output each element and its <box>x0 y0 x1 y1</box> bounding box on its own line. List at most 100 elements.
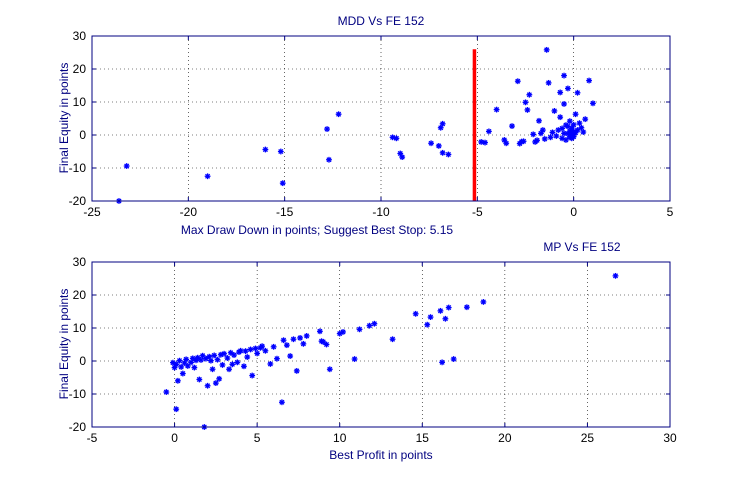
data-point <box>326 156 332 163</box>
data-point <box>340 329 346 335</box>
data-point <box>279 399 285 406</box>
data-point <box>442 315 449 322</box>
data-point <box>564 85 571 92</box>
data-point <box>231 352 237 358</box>
axes-box <box>91 261 671 428</box>
y-tick-label: 10 <box>73 95 87 109</box>
data-point <box>522 99 529 106</box>
x-tick-label: 15 <box>416 431 430 445</box>
x-axis-label: Best Profit in points <box>329 448 432 462</box>
plot-area <box>92 262 670 427</box>
data-point <box>536 117 542 124</box>
data-point <box>237 347 244 354</box>
y-tick-label: 20 <box>73 288 87 302</box>
data-point <box>524 107 531 113</box>
x-tick-label: -5 <box>87 431 98 445</box>
x-tick-label: 10 <box>333 431 347 445</box>
data-point <box>561 72 567 79</box>
data-point <box>326 366 333 373</box>
data-point <box>176 357 183 364</box>
data-point <box>351 356 358 362</box>
x-tick-label: -25 <box>83 205 101 219</box>
data-point <box>424 321 431 328</box>
data-point <box>262 347 269 354</box>
data-point <box>229 361 236 368</box>
data-point <box>283 342 290 349</box>
data-points <box>163 272 619 430</box>
x-tick-label: -15 <box>276 205 294 219</box>
data-point <box>226 366 232 373</box>
data-point <box>303 333 310 339</box>
data-point <box>547 134 554 141</box>
data-point <box>196 376 203 383</box>
data-point <box>553 133 560 139</box>
data-point <box>277 148 284 155</box>
data-point <box>435 142 442 149</box>
data-point <box>287 353 294 359</box>
data-point <box>221 350 228 357</box>
mp-vs-fe-plot: -5 0 5 10 15 20 25 30 -20 -10 0 10 20 30 MP Vs FE 152… <box>57 240 677 462</box>
data-point <box>439 149 446 156</box>
data-point <box>224 355 231 361</box>
x-tick-label: 0 <box>171 431 178 445</box>
data-point <box>549 129 556 136</box>
data-point <box>249 372 256 379</box>
y-tick-label: 30 <box>73 29 87 43</box>
data-point <box>534 137 540 144</box>
data-point <box>293 368 300 374</box>
data-point <box>463 304 470 311</box>
data-point <box>545 79 552 86</box>
data-point <box>389 336 396 343</box>
y-tick-label: -10 <box>69 161 87 175</box>
x-tick-label: -10 <box>372 205 390 219</box>
data-point <box>290 336 297 343</box>
data-point <box>445 304 452 311</box>
data-point <box>541 136 548 142</box>
data-point <box>590 100 596 107</box>
tick-labels: -5 0 5 10 15 20 25 30 -20 -10 0 10 20 30 <box>69 255 677 445</box>
data-point <box>204 173 211 180</box>
y-axis-label: Final Equity in points <box>57 289 71 400</box>
x-tick-label: 0 <box>570 205 577 219</box>
data-point <box>503 140 510 147</box>
data-point <box>241 363 247 370</box>
data-point <box>211 352 218 359</box>
data-point <box>356 326 363 333</box>
data-point <box>509 123 515 129</box>
data-point <box>335 111 342 118</box>
x-tick-label: 30 <box>663 431 677 445</box>
data-point <box>219 362 226 368</box>
data-point <box>173 406 180 413</box>
data-point <box>323 341 330 348</box>
x-tick-label: 5 <box>254 431 261 445</box>
data-point <box>123 163 130 169</box>
data-point <box>561 130 567 137</box>
data-point <box>371 320 378 327</box>
tick-marks <box>91 35 671 202</box>
data-point <box>530 131 537 138</box>
data-point <box>480 299 487 305</box>
data-point <box>212 380 219 387</box>
data-point <box>324 126 330 132</box>
y-tick-label: 10 <box>73 321 87 335</box>
data-point <box>209 366 216 373</box>
data-point <box>227 349 234 356</box>
chart-title: MDD Vs FE 152 <box>338 14 425 28</box>
data-point <box>216 375 223 382</box>
x-axis-label: Max Draw Down in points; Suggest Best St… <box>181 223 453 237</box>
data-point <box>366 322 373 329</box>
data-point <box>557 89 564 96</box>
data-point <box>183 356 190 363</box>
grid-lines <box>92 36 670 201</box>
data-point <box>279 180 286 187</box>
data-point <box>559 125 566 132</box>
data-point <box>280 337 287 344</box>
tick-marks <box>91 261 671 428</box>
y-tick-label: -10 <box>69 387 87 401</box>
data-point <box>214 356 221 363</box>
data-point <box>242 348 249 354</box>
data-point <box>247 346 254 353</box>
